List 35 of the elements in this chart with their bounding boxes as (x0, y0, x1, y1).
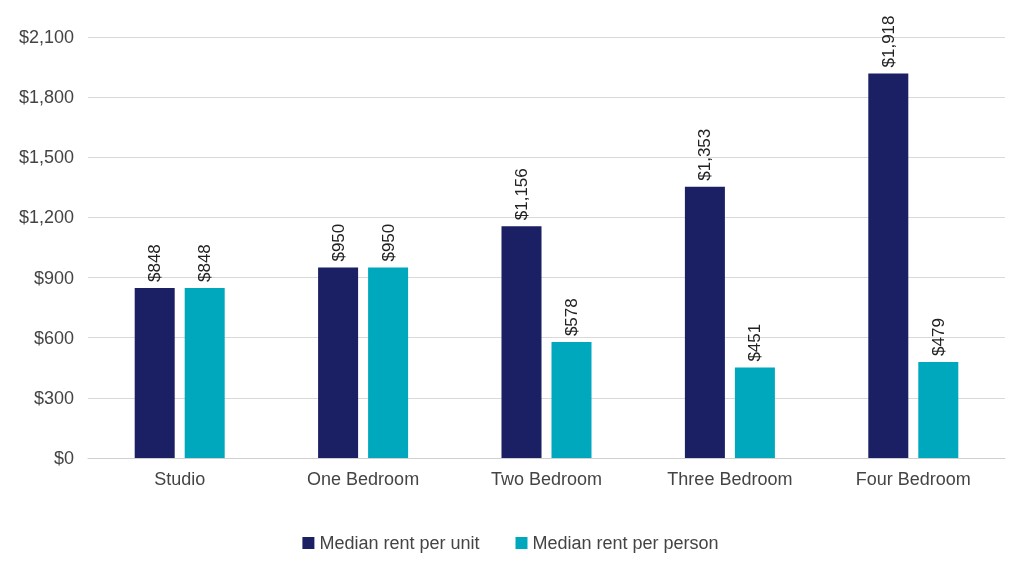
bar (868, 73, 909, 458)
y-tick-label: $1,800 (18, 87, 74, 108)
data-label: $950 (378, 223, 398, 262)
bar (184, 288, 225, 458)
data-label: $1,156 (512, 168, 531, 221)
data-label: $451 (745, 323, 765, 362)
x-tick-label: Three Bedroom (667, 469, 793, 489)
y-tick-label: $1,200 (18, 207, 74, 228)
y-tick-label: $2,100 (18, 27, 74, 47)
bar (684, 186, 725, 458)
y-tick-label: $300 (33, 387, 74, 408)
data-label: $848 (195, 244, 215, 282)
legend-label: Median rent per person (532, 533, 719, 553)
data-label: $848 (145, 244, 165, 282)
x-tick-label: Two Bedroom (490, 469, 603, 489)
bar (501, 226, 542, 458)
data-label: $1,918 (878, 15, 898, 68)
y-tick-label: $900 (33, 267, 74, 288)
legend-label: Median rent per unit (319, 533, 480, 553)
bar (551, 342, 592, 458)
y-tick-label: $600 (33, 327, 74, 348)
y-tick-label: $1,500 (18, 147, 74, 168)
x-tick-label: Four Bedroom (855, 469, 971, 489)
x-tick-label: One Bedroom (307, 469, 420, 489)
bar (368, 267, 409, 458)
data-label: $1,353 (695, 128, 715, 181)
data-label: $950 (328, 223, 348, 262)
y-tick-label: $0 (53, 448, 74, 468)
data-label: $479 (928, 318, 948, 356)
bar (918, 361, 959, 458)
bar (318, 267, 359, 458)
x-tick-label: Studio (154, 469, 206, 489)
bar (134, 288, 175, 458)
bar (734, 367, 775, 458)
data-label: $578 (562, 298, 581, 337)
